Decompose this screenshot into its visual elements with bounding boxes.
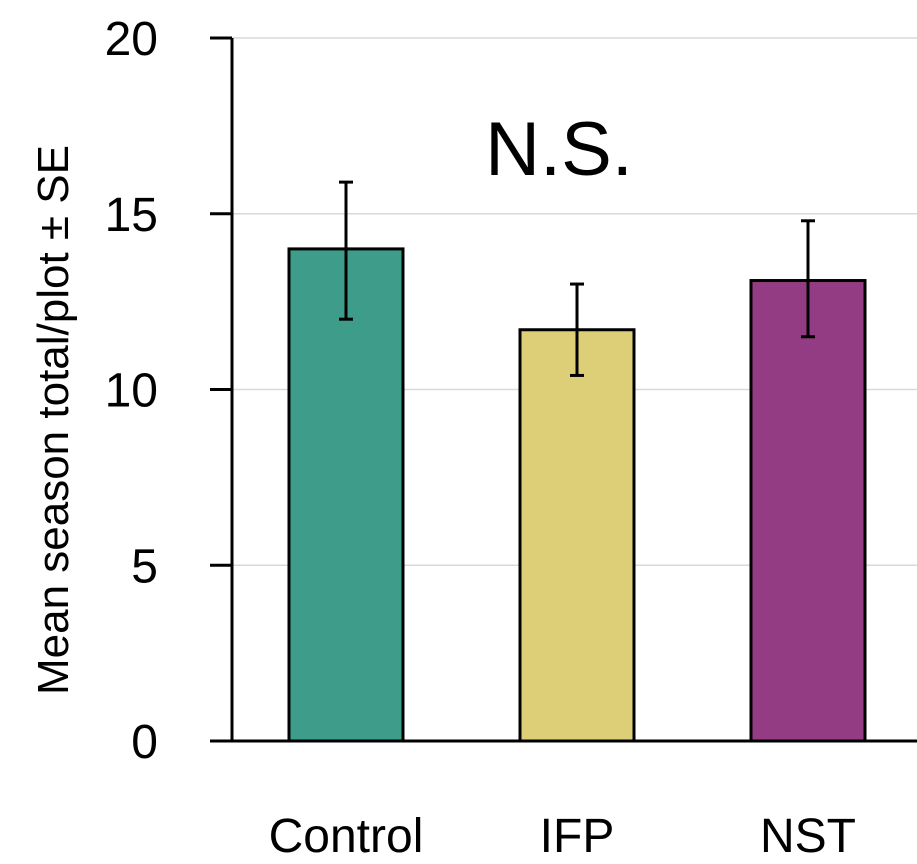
bar-control bbox=[287, 247, 405, 743]
significance-annotation: N.S. bbox=[485, 107, 633, 192]
error-bars bbox=[339, 180, 815, 377]
y-tick-label: 5 bbox=[131, 540, 158, 593]
x-category-label: IFP bbox=[540, 810, 615, 863]
bar-ifp bbox=[518, 328, 636, 743]
bar-nst bbox=[749, 279, 867, 743]
y-tick-label: 15 bbox=[105, 189, 158, 242]
x-category-label: Control bbox=[269, 810, 424, 863]
x-category-labels: Control IFP NST bbox=[269, 810, 856, 863]
axes bbox=[210, 36, 917, 743]
y-axis-label: Mean season total/plot ± SE bbox=[29, 145, 78, 695]
y-tick-label: 10 bbox=[105, 365, 158, 418]
y-tick-label: 20 bbox=[105, 13, 158, 66]
y-tick-labels: 0 5 10 15 20 bbox=[105, 13, 158, 769]
y-tick-label: 0 bbox=[131, 716, 158, 769]
x-category-label: NST bbox=[760, 810, 856, 863]
